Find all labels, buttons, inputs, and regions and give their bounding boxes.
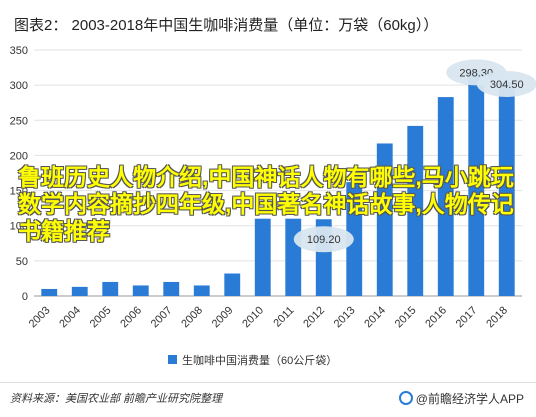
bar: [437, 97, 454, 296]
data-label: 109.20: [307, 234, 341, 246]
qianzhan-logo-icon: [398, 391, 413, 405]
footer: 资料来源：美国农业部 前瞻产业研究院整理 @前瞻经济学人APP: [0, 382, 536, 417]
y-tick-label: 50: [16, 256, 28, 268]
bar-chart: 0 50 100 150 200 250 300 350 109.20298.30304.50…: [10, 45, 536, 367]
y-tick-label: 150: [10, 186, 28, 198]
y-axis: 0 50 100 150 200 250 300 350: [10, 45, 28, 303]
x-tick-label: 2009: [210, 304, 236, 330]
y-tick-label: 350: [10, 45, 28, 57]
overlay-text: 鲁班历史人物介绍,中国神话人物有哪些,马小跳玩数学内容摘抄四年级,中国著名神话故…: [18, 164, 514, 244]
x-tick-label: 2018: [484, 304, 510, 330]
source-note: 资料来源：美国农业部 前瞻产业研究院整理: [10, 393, 223, 405]
bar: [254, 218, 271, 296]
bar: [102, 281, 119, 296]
x-tick-label: 2012: [301, 304, 327, 330]
chart-title: 图表2： 2003-2018年中国生咖啡消费量（单位：万袋（60kg））: [14, 17, 439, 34]
brand-label: @前瞻经济学人APP: [415, 392, 524, 406]
bar: [376, 143, 393, 296]
x-tick-label: 2006: [118, 304, 144, 330]
x-tick-label: 2003: [27, 304, 53, 330]
legend: 生咖啡中国消费量（60公斤袋）: [168, 353, 337, 367]
x-tick-label: 2004: [57, 304, 83, 330]
x-tick-label: 2010: [240, 304, 266, 330]
bar: [346, 182, 363, 296]
brand[interactable]: @前瞻经济学人APP: [398, 390, 524, 407]
bar: [468, 70, 485, 296]
bar: [132, 285, 149, 296]
x-tick-label: 2014: [362, 304, 388, 330]
x-tick-label: 2013: [332, 304, 358, 330]
y-tick-label: 100: [10, 221, 28, 233]
bar: [163, 281, 180, 296]
x-tick-label: 2017: [454, 304, 480, 330]
data-label: 304.50: [490, 79, 524, 91]
y-tick-label: 200: [10, 150, 28, 162]
y-tick-label: 250: [10, 115, 28, 127]
bar: [224, 273, 241, 296]
bar: [407, 125, 424, 296]
legend-label: 生咖啡中国消费量（60公斤袋）: [182, 353, 337, 367]
y-tick-label: 300: [10, 80, 28, 92]
data-label-bubble: [476, 70, 536, 97]
x-tick-label: 2011: [271, 304, 296, 329]
bar: [71, 286, 88, 296]
legend-swatch: [168, 355, 177, 364]
x-tick-label: 2016: [423, 304, 449, 330]
bar: [41, 288, 58, 296]
y-tick-label: 0: [22, 291, 28, 303]
x-axis: 2003 2004 2005 2006 2007 2008 2009 2010 2011 2012…: [27, 304, 510, 330]
x-tick-label: 2008: [179, 304, 205, 330]
bar: [498, 81, 515, 296]
x-tick-label: 2007: [149, 304, 175, 330]
data-label-bubble: [293, 226, 354, 253]
x-tick-label: 2015: [393, 304, 419, 330]
bar: [193, 285, 210, 296]
x-tick-label: 2005: [88, 304, 114, 330]
